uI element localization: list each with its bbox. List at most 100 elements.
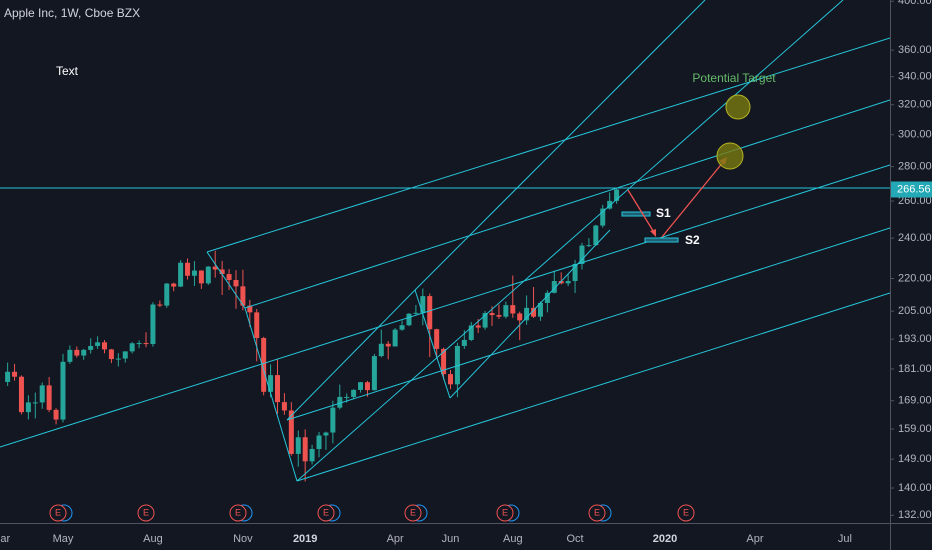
event-circle[interactable]: [404, 504, 422, 522]
candle-body: [385, 343, 391, 347]
candle-body: [544, 292, 550, 303]
x-tick-label: Mar: [0, 533, 11, 545]
y-tick-label: 340.00: [898, 71, 932, 83]
candle-body: [475, 325, 481, 328]
candle-body: [448, 374, 453, 385]
candle-body: [461, 339, 467, 346]
candle-body: [572, 263, 578, 282]
event-label[interactable]: E: [143, 507, 149, 517]
event-label[interactable]: E: [235, 507, 241, 517]
y-tick-label: 205.00: [898, 305, 932, 317]
x-tick-label: Apr: [387, 533, 404, 545]
chart-title: Apple Inc, 1W, Cboe BZX: [4, 6, 140, 20]
event-label[interactable]: E: [410, 507, 416, 517]
trend-line: [449, 229, 611, 399]
candle-body: [337, 396, 343, 408]
candle-body: [143, 343, 149, 345]
y-tick-label: 169.00: [898, 395, 932, 407]
event-circle[interactable]: [229, 504, 247, 522]
event-circle[interactable]: [49, 504, 67, 522]
y-tick-label: 400.00: [898, 0, 932, 7]
candle-body: [378, 343, 384, 357]
event-label[interactable]: E: [683, 507, 689, 517]
event-circle[interactable]: [317, 504, 335, 522]
candles: [5, 188, 620, 482]
price-axis-panel: [890, 0, 932, 550]
time-axis-panel: [0, 523, 890, 550]
event-label[interactable]: E: [55, 507, 61, 517]
candle-body: [510, 305, 516, 314]
candle-body: [233, 279, 239, 287]
y-tick-label: 181.00: [898, 363, 932, 375]
annotation: S1: [656, 206, 671, 220]
candle-body: [39, 385, 45, 403]
candle-body: [5, 371, 11, 382]
trend-line: [296, 292, 891, 482]
candle-body: [136, 343, 142, 345]
candle-body: [579, 245, 585, 264]
trend-line: [244, 307, 298, 482]
x-tick-label: 2019: [293, 533, 317, 545]
y-tick-label: 132.00: [898, 509, 932, 521]
event-circle[interactable]: [677, 504, 695, 522]
candle-body: [565, 281, 571, 284]
arrow: [627, 189, 656, 235]
event-label[interactable]: E: [323, 507, 329, 517]
event-circle[interactable]: [137, 504, 155, 522]
candle-body: [413, 312, 419, 314]
candle-body: [240, 286, 246, 306]
candle-body: [551, 281, 557, 293]
y-tick-label: 140.00: [898, 482, 932, 494]
candle-body: [468, 325, 474, 340]
last-price-tag: [891, 181, 932, 198]
candle-body: [489, 313, 495, 316]
candle-body: [281, 402, 287, 411]
y-tick-label: 360.00: [898, 44, 932, 56]
candle-body: [74, 349, 80, 356]
event-label[interactable]: E: [594, 507, 600, 517]
candle-body: [46, 385, 52, 410]
x-tick-label: Aug: [503, 533, 523, 545]
candle-body: [351, 389, 357, 397]
candle-body: [275, 375, 280, 403]
candle-body: [441, 348, 447, 375]
candle-body: [95, 342, 101, 346]
y-tick-label: 260.00: [898, 195, 932, 207]
candle-body: [434, 329, 440, 349]
y-tick-label: 320.00: [898, 99, 932, 111]
y-tick-label: 220.00: [898, 272, 932, 284]
candle-body: [102, 342, 107, 350]
y-tick-label: 159.00: [898, 423, 932, 435]
support-box: [644, 237, 679, 243]
trend-line: [206, 37, 891, 253]
target-circle: [716, 142, 744, 170]
event-circle[interactable]: [588, 504, 606, 522]
candle-body: [268, 375, 274, 392]
annotation: Text: [56, 64, 79, 78]
candle-body: [185, 262, 191, 276]
trend-line: [414, 289, 451, 399]
candle-body: [496, 315, 502, 317]
candle-body: [150, 304, 156, 345]
candle-body: [32, 402, 38, 404]
x-tick-label: Jul: [838, 533, 852, 545]
x-tick-label: May: [53, 533, 74, 545]
candle-body: [157, 304, 163, 306]
event-label[interactable]: E: [502, 507, 508, 517]
candle-body: [517, 313, 523, 321]
candle-body: [81, 349, 87, 356]
candle-body: [427, 296, 433, 330]
candle-body: [178, 262, 184, 287]
candle-body: [226, 274, 232, 280]
candle-body: [254, 312, 260, 338]
trend-line: [286, 227, 891, 421]
annotation: Potential Target: [692, 71, 776, 85]
event-circle[interactable]: [496, 504, 514, 522]
candle-body: [482, 313, 488, 328]
y-tick-label: 300.00: [898, 129, 932, 141]
trend-line: [206, 251, 246, 309]
candle-body: [164, 283, 170, 306]
candle-body: [288, 410, 294, 454]
candle-body: [212, 266, 218, 270]
